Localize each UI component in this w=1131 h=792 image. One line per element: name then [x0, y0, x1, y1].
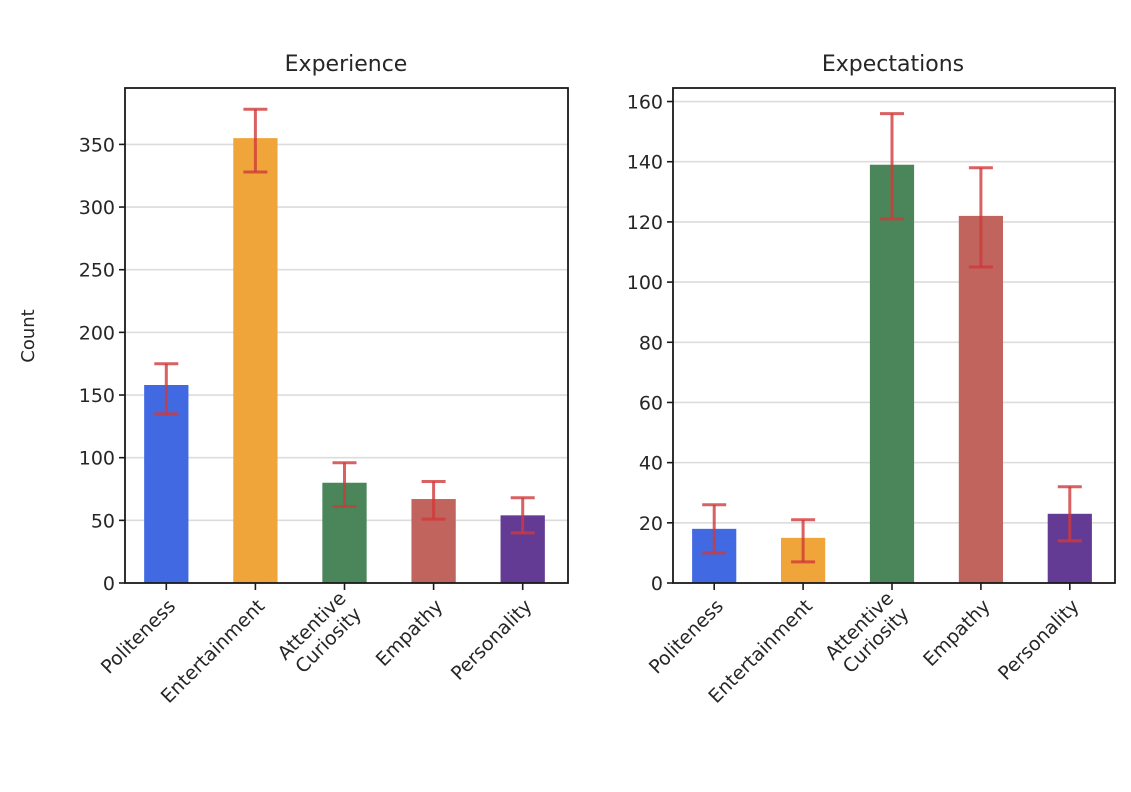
bar-entertainment: [233, 138, 278, 583]
y-tick-label: 0: [103, 573, 115, 595]
x-tick-label-line: Empathy: [919, 595, 995, 671]
x-tick-label: Empathy: [919, 595, 995, 671]
y-tick-label: 0: [651, 573, 663, 595]
x-tick-label-line: Personality: [447, 595, 537, 685]
y-tick-label: 300: [79, 197, 115, 219]
y-tick-label: 100: [79, 448, 115, 470]
x-tick-label: Empathy: [372, 595, 448, 671]
error-bar: [154, 362, 179, 416]
error-bar: [1057, 485, 1082, 543]
error-bar: [510, 496, 535, 535]
axes-frame: [124, 87, 569, 584]
y-tick-label: 250: [79, 260, 115, 282]
x-tick-label: Personality: [447, 595, 537, 685]
axes-frame: [672, 87, 1116, 584]
x-tick-label: Politeness: [645, 595, 728, 678]
y-tick-label: 40: [639, 453, 663, 475]
y-axis-label: Count: [18, 309, 39, 362]
chart-title: Expectations: [822, 52, 964, 77]
y-tick-label: 60: [639, 392, 663, 414]
y-tick-label: 350: [79, 134, 115, 156]
expectations-chart: Expectations 0 20 40 60 80 100 120 140 160 Polite…: [627, 52, 1116, 708]
x-tick-label-line: Politeness: [645, 595, 728, 678]
error-bar: [243, 107, 268, 174]
bar-politeness: [144, 385, 189, 583]
y-tick-label: 80: [639, 332, 663, 354]
x-tick-label: AttentiveCuriosity: [273, 587, 366, 680]
y-tick-label: 120: [627, 212, 663, 234]
y-tick-label: 200: [79, 322, 115, 344]
x-tick-label: AttentiveCuriosity: [821, 587, 914, 680]
error-bar: [791, 518, 816, 564]
y-tick-label: 140: [627, 152, 663, 174]
x-tick-label-line: Politeness: [97, 595, 180, 678]
error-bar: [332, 461, 357, 509]
chart-title: Experience: [285, 52, 408, 77]
y-tick-label: 20: [639, 513, 663, 535]
x-tick-label: Politeness: [97, 595, 180, 678]
x-tick-label-line: Empathy: [372, 595, 448, 671]
x-tick-label: Personality: [994, 595, 1084, 685]
error-bar: [421, 479, 446, 521]
error-bar: [968, 166, 993, 269]
bar-empathy: [958, 215, 1003, 583]
error-bar: [702, 503, 727, 555]
y-tick-label: 150: [79, 385, 115, 407]
experience-chart: Experience Count 0 50 100 150 200 250 300 350 Po…: [18, 52, 569, 708]
x-tick-label-line: Personality: [994, 595, 1084, 685]
bar-attentive-curiosity: [869, 164, 915, 583]
y-tick-label: 50: [91, 510, 115, 532]
y-tick-label: 160: [627, 92, 663, 114]
y-tick-label: 100: [627, 272, 663, 294]
error-bar: [880, 112, 904, 221]
